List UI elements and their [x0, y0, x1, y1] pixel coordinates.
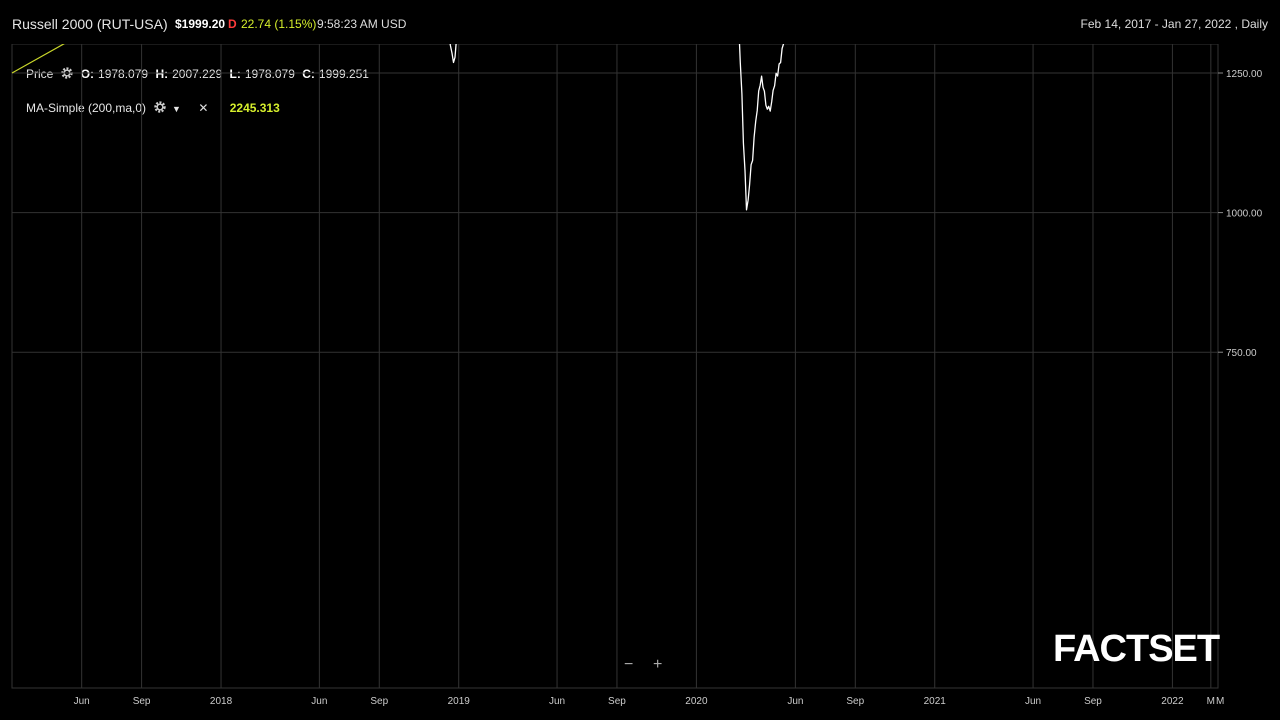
price-chart[interactable]: 750.001000.001250.001500.001750.002500.0…	[0, 44, 1280, 720]
zoom-out-button[interactable]: −	[624, 656, 634, 673]
zoom-in-button[interactable]: +	[653, 656, 663, 673]
x-tick-label: Sep	[133, 696, 151, 707]
y-tick-label: 1000.00	[1226, 209, 1263, 220]
x-tick-label: 2018	[210, 696, 233, 707]
y-tick-label: 750.00	[1226, 348, 1257, 359]
x-tick-label: 2020	[685, 696, 708, 707]
open-value: 1978.079	[98, 67, 149, 81]
ma-value: 2245.313	[229, 101, 280, 115]
x-tick-label: Sep	[608, 696, 626, 707]
gear-icon[interactable]	[153, 100, 167, 114]
close-value: 1999.251	[318, 67, 369, 81]
price-change: 22.74 (1.15%)	[241, 17, 317, 31]
date-range[interactable]: Feb 14, 2017 - Jan 27, 2022 , Daily	[1080, 17, 1268, 31]
x-tick-label: Jun	[1025, 696, 1041, 707]
high-label: H:	[155, 67, 169, 81]
delayed-flag: D	[228, 17, 237, 31]
last-price: $1999.20	[175, 17, 226, 31]
x-tick-label: M	[1207, 696, 1215, 707]
y-tick-label: 1250.00	[1226, 69, 1263, 80]
x-tick-label: Sep	[846, 696, 864, 707]
x-tick-label: Jun	[74, 696, 90, 707]
x-tick-label: Jun	[311, 696, 327, 707]
ma-line	[11, 44, 65, 74]
x-tick-label: Jun	[787, 696, 803, 707]
plot-frame	[11, 44, 1219, 689]
quote-time: 9:58:23 AM USD	[317, 17, 407, 31]
factset-logo: FACTSET	[1053, 628, 1220, 670]
chevron-down-icon[interactable]: ▼	[172, 104, 181, 114]
x-tick-label: 2021	[924, 696, 947, 707]
price-label: Price	[26, 67, 54, 81]
x-tick-label: Sep	[370, 696, 388, 707]
remove-indicator-button[interactable]: ✕	[198, 101, 209, 115]
ma-label: MA-Simple (200,ma,0)	[26, 101, 147, 115]
x-tick-label: Jun	[549, 696, 565, 707]
x-tick-label: Sep	[1084, 696, 1102, 707]
high-value: 2007.229	[172, 67, 223, 81]
price-legend: Price O: 1978.079 H: 2007.229 L: 1978.079 C…	[26, 66, 373, 81]
x-tick-label: 2019	[448, 696, 471, 707]
header-bar: Russell 2000 (RUT-USA) $1999.20 D 22.74 …	[0, 0, 1280, 44]
close-label: C:	[302, 67, 315, 81]
x-tick-label: M	[1216, 696, 1224, 707]
low-label: L:	[229, 67, 241, 81]
price-line	[449, 44, 785, 211]
open-label: O:	[80, 67, 95, 81]
instrument-title: Russell 2000 (RUT-USA)	[12, 16, 168, 32]
ma-legend: MA-Simple (200,ma,0) ▼ ✕ 2245.313	[26, 100, 284, 115]
low-value: 1978.079	[244, 67, 295, 81]
x-tick-label: 2022	[1161, 696, 1184, 707]
